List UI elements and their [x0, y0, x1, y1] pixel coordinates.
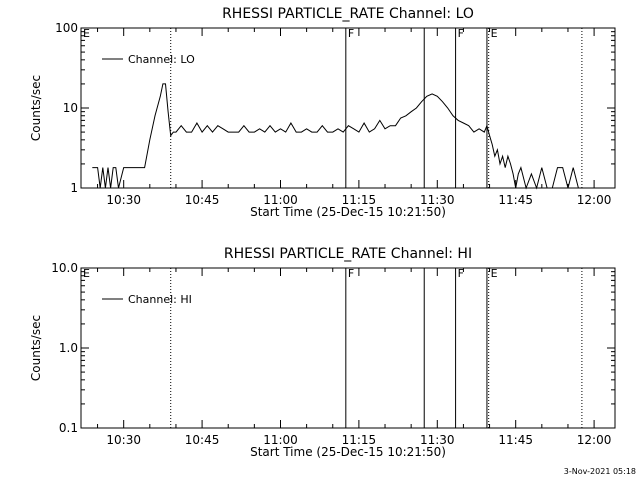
chart-title: RHESSI PARTICLE_RATE Channel: LO — [222, 6, 474, 22]
y-axis-label: Counts/sec — [29, 75, 43, 141]
x-axis-label: Start Time (25-Dec-15 10:21:50) — [250, 445, 446, 459]
x-tick-label: 11:00 — [263, 193, 298, 207]
y-tick-label: 1 — [70, 181, 78, 195]
x-tick-label: 11:15 — [342, 433, 377, 447]
hi-channel-panel: RHESSI PARTICLE_RATE Channel: HI 10:30 10:… — [29, 246, 616, 459]
x-tick-label: 10:30 — [106, 433, 141, 447]
y-tick-label: 10 — [63, 101, 78, 115]
time-marker-label: F — [348, 267, 354, 280]
x-tick-label: 11:30 — [420, 433, 455, 447]
legend-entry: Channel: LO — [128, 53, 195, 66]
time-marker-label: E — [83, 27, 90, 40]
x-tick-label: 11:45 — [498, 433, 533, 447]
time-marker-label: E — [491, 27, 498, 40]
plot-frame — [80, 27, 616, 189]
x-tick-label: 11:45 — [498, 193, 533, 207]
series-line — [92, 83, 579, 190]
x-tick-label: 11:00 — [263, 433, 298, 447]
y-tick-label: 100 — [55, 21, 78, 35]
plot-frame — [80, 267, 616, 429]
x-tick-label: 11:30 — [420, 193, 455, 207]
time-marker-label: F — [458, 267, 464, 280]
time-marker-label: E — [491, 267, 498, 280]
footer-timestamp: 3-Nov-2021 05:18 — [564, 467, 636, 476]
y-tick-label: 10.0 — [51, 261, 78, 275]
x-tick-label: 10:45 — [185, 433, 220, 447]
y-tick-label: 0.1 — [59, 421, 78, 435]
chart-title: RHESSI PARTICLE_RATE Channel: HI — [224, 246, 472, 262]
x-tick-label: 12:00 — [577, 433, 612, 447]
y-tick-label: 1.0 — [59, 341, 78, 355]
time-marker-label: F — [348, 27, 354, 40]
x-tick-label: 10:45 — [185, 193, 220, 207]
x-axis-label: Start Time (25-Dec-15 10:21:50) — [250, 205, 446, 219]
x-tick-label: 10:30 — [106, 193, 141, 207]
y-axis-label: Counts/sec — [29, 315, 43, 381]
x-tick-label: 11:15 — [342, 193, 377, 207]
lo-channel-panel: RHESSI PARTICLE_RATE Channel: LO 10:30 10:… — [29, 6, 616, 219]
time-marker-label: F — [458, 27, 464, 40]
time-marker-label: E — [83, 267, 90, 280]
legend-entry: Channel: HI — [128, 293, 192, 306]
x-tick-label: 12:00 — [577, 193, 612, 207]
